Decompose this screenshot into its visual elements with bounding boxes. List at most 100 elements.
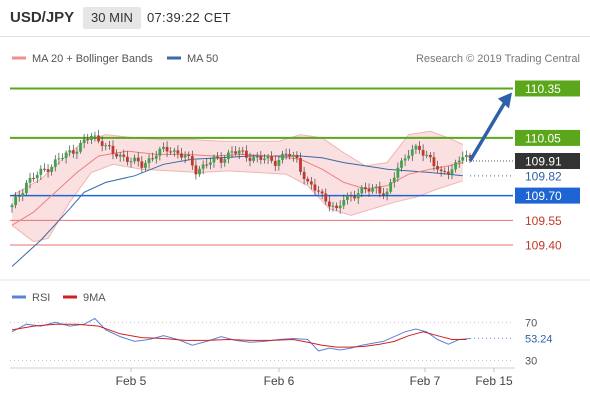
candle-body xyxy=(266,156,270,159)
candle-body xyxy=(245,150,248,158)
x-tick-label: Feb 6 xyxy=(264,374,295,388)
candle-body xyxy=(461,157,465,161)
candle-body xyxy=(107,145,111,147)
rsi-current-label: 53.24 xyxy=(525,333,553,345)
candle-body xyxy=(335,205,338,209)
candle-body xyxy=(439,169,443,172)
target-arrow-shaft xyxy=(468,99,508,162)
candle-body xyxy=(21,193,25,196)
candle-body xyxy=(129,161,133,163)
candle-body xyxy=(201,164,205,169)
level-label-109-55: 109.55 xyxy=(525,214,562,228)
candle-body xyxy=(407,155,411,159)
candle-body xyxy=(194,165,198,175)
candles xyxy=(10,130,472,214)
candle-body xyxy=(187,154,191,157)
candle-body xyxy=(104,145,108,147)
rsi-line xyxy=(11,317,471,352)
candle-body xyxy=(353,196,356,199)
candle-body xyxy=(212,156,216,163)
candle-body xyxy=(421,150,425,156)
candle-body xyxy=(39,168,43,175)
candle-body xyxy=(61,157,64,159)
candle-body xyxy=(306,178,310,182)
candle-body xyxy=(277,159,281,166)
level-tag-110-05 xyxy=(515,129,580,146)
candle-body xyxy=(64,152,68,158)
price-levels xyxy=(10,87,513,246)
candle-body xyxy=(396,167,400,178)
candle-body xyxy=(360,187,364,194)
candle-body xyxy=(97,135,100,142)
candle-body xyxy=(392,177,396,183)
candle-body xyxy=(446,171,450,175)
candle-body xyxy=(89,135,93,140)
candle-body xyxy=(205,164,209,166)
candle-body xyxy=(219,157,223,163)
candle-body xyxy=(425,154,429,156)
candle-body xyxy=(136,157,140,162)
x-tick-label: Feb 7 xyxy=(410,374,441,388)
candle-body xyxy=(338,205,342,209)
level-label-110-05: 110.05 xyxy=(525,131,561,145)
candle-body xyxy=(86,139,90,141)
candle-body xyxy=(410,149,414,156)
candle-body xyxy=(418,145,421,151)
candle-body xyxy=(151,158,155,160)
candle-body xyxy=(147,158,151,164)
rsi-tick-30: 30 xyxy=(525,355,537,367)
candle-body xyxy=(75,151,79,154)
candle-body xyxy=(208,162,212,165)
candle-body xyxy=(317,190,320,192)
candle-body xyxy=(172,150,176,152)
candle-body xyxy=(450,169,454,175)
candle-body xyxy=(158,148,162,156)
candle-body xyxy=(241,150,245,152)
level-label-109-91: 109.91 xyxy=(525,154,562,168)
candle-body xyxy=(17,195,21,197)
candle-body xyxy=(126,156,129,162)
candle-body xyxy=(349,195,353,197)
candle-body xyxy=(327,201,331,207)
candle-body xyxy=(324,193,328,202)
candle-body xyxy=(288,154,292,157)
candle-body xyxy=(32,177,36,179)
chart-header: USD/JPY 30 MIN 07:39:22 CET xyxy=(0,0,590,36)
candle-body xyxy=(385,191,389,195)
target-arrow xyxy=(468,92,512,162)
candle-body xyxy=(100,141,104,146)
candle-body xyxy=(400,160,403,168)
candle-body xyxy=(259,156,263,160)
bollinger-band-area xyxy=(12,131,463,242)
candle-body xyxy=(248,157,252,161)
candle-body xyxy=(46,169,50,172)
candle-body xyxy=(374,186,378,189)
ma9-legend-label: 9MA xyxy=(83,292,106,304)
candle-body xyxy=(443,171,447,173)
level-label-109-82: 109.82 xyxy=(525,169,562,183)
candle-body xyxy=(299,158,302,172)
credit-label: Research © 2019 Trading Central xyxy=(416,53,580,65)
rsi-ma-line xyxy=(11,323,467,348)
candle-body xyxy=(403,158,407,161)
candle-body xyxy=(234,151,237,154)
candle-body xyxy=(133,157,137,162)
x-tick-label: Feb 5 xyxy=(116,374,147,388)
candle-body xyxy=(198,168,201,175)
candle-body xyxy=(230,151,234,153)
candle-body xyxy=(378,186,382,194)
rsi-legend-label: RSI xyxy=(32,292,50,304)
candle-body xyxy=(313,184,317,191)
timeframe-button[interactable]: 30 MIN xyxy=(83,7,141,29)
candle-body xyxy=(331,205,335,207)
candle-body xyxy=(57,158,61,160)
candle-body xyxy=(345,195,349,200)
rsi-legend: RSI 9MA xyxy=(12,292,106,304)
rsi-plot: 30 70 53.24 xyxy=(10,317,553,367)
candle-body xyxy=(428,154,432,158)
x-tick-label: Feb 15 xyxy=(475,374,513,388)
candle-body xyxy=(389,182,393,192)
candle-body xyxy=(140,161,144,168)
